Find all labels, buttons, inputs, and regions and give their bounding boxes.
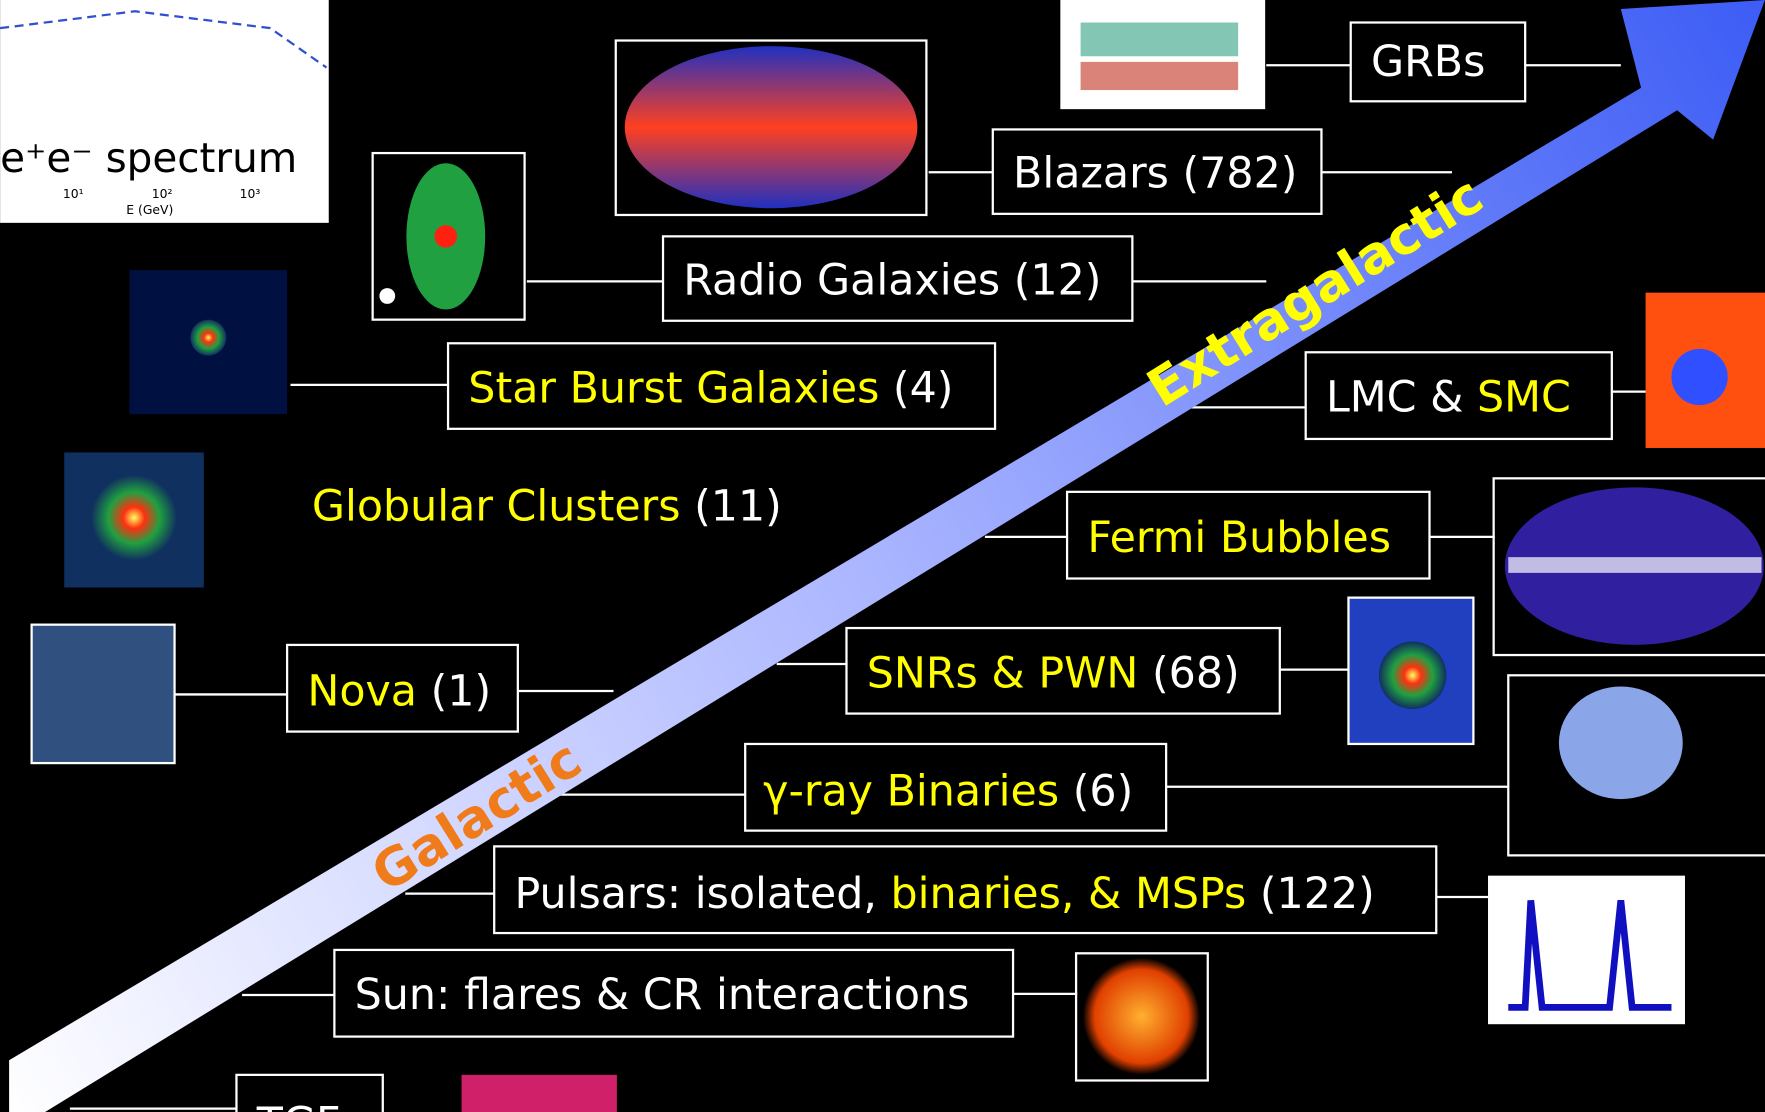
label: Radio Galaxies (12) xyxy=(683,255,1101,305)
label: Star Burst Galaxies (4) xyxy=(468,363,953,413)
label: Fermi Bubbles xyxy=(1087,513,1391,563)
texts: e⁺e⁻ spectrum 10¹ 10² 10³ E (GeV) Extrag… xyxy=(0,21,1613,1112)
label-part: Star Burst Galaxies xyxy=(468,363,879,413)
label-part: (68) xyxy=(1138,648,1239,698)
label: GRBs xyxy=(1371,37,1485,87)
label-box xyxy=(493,845,1438,935)
grb-hist xyxy=(1080,22,1239,57)
label: LMC & SMC xyxy=(1326,372,1571,422)
label-box xyxy=(991,128,1323,215)
glob-source xyxy=(91,474,177,561)
label-part: LMC & xyxy=(1326,372,1477,422)
label-part: (4) xyxy=(879,363,953,413)
label-box xyxy=(661,235,1134,322)
label-box xyxy=(744,742,1168,832)
label-box xyxy=(285,643,519,733)
sky-map xyxy=(624,46,918,209)
sky-frame xyxy=(614,39,928,217)
label: Nova (1) xyxy=(307,666,491,716)
label-part: (6) xyxy=(1059,766,1133,816)
spectrum-tick: 10¹ xyxy=(63,187,84,201)
spectrum-tick: 10² xyxy=(152,187,173,201)
snr-source xyxy=(1378,641,1447,710)
label-part: Globular Clusters xyxy=(312,481,681,531)
label-part: SMC xyxy=(1477,372,1571,422)
pulsar-curve xyxy=(1508,900,1672,1011)
label: Sun: flares & CR interactions xyxy=(355,970,970,1020)
nova-thumb xyxy=(30,623,176,765)
spectrum-panel xyxy=(0,0,329,223)
label-part: TGF xyxy=(256,1098,341,1112)
label-box xyxy=(1065,490,1431,580)
label-part: binaries, & MSPs xyxy=(891,868,1247,918)
label-part: Nova xyxy=(307,666,417,716)
label: Pulsars: isolated, binaries, & MSPs (122… xyxy=(514,868,1374,918)
label-part: γ-ray Binaries xyxy=(763,766,1059,816)
pulsar-thumb xyxy=(1488,875,1685,1025)
label: SNRs & PWN (68) xyxy=(867,648,1240,698)
label-part: GRBs xyxy=(1371,37,1485,87)
label: TGF xyxy=(256,1098,341,1112)
label-box xyxy=(446,342,997,430)
label-part: Blazars (782) xyxy=(1013,148,1297,198)
radio-core xyxy=(434,225,458,248)
label-box xyxy=(1304,351,1613,441)
connectors xyxy=(69,64,1646,1110)
label-part: Radio Galaxies (12) xyxy=(683,255,1101,305)
label-part: SNRs & PWN xyxy=(867,648,1139,698)
galactic-arrow xyxy=(9,0,1765,1112)
label: Globular Clusters (11) xyxy=(312,481,782,531)
label-part: Fermi Bubbles xyxy=(1087,513,1391,563)
tgf-thumb xyxy=(461,1074,617,1112)
lmc-source xyxy=(1671,348,1728,406)
label-box xyxy=(845,626,1281,715)
spectrum-tick: 10³ xyxy=(240,187,261,201)
sun-disk xyxy=(1082,957,1200,1075)
label-part: (122) xyxy=(1246,868,1375,918)
spectrum-xlabel: E (GeV) xyxy=(126,203,173,217)
label-part: (11) xyxy=(681,481,782,531)
grb-hist xyxy=(1080,61,1239,91)
ngc-source xyxy=(190,319,227,356)
label: γ-ray Binaries (6) xyxy=(763,766,1133,816)
bubble-plane xyxy=(1508,557,1762,573)
label: Blazars (782) xyxy=(1013,148,1297,198)
label-box xyxy=(333,948,1015,1038)
label-box xyxy=(1349,21,1527,103)
binary-disk xyxy=(1558,686,1683,800)
beam-dot xyxy=(379,288,396,304)
label-box xyxy=(235,1073,384,1112)
label-part: Pulsars: isolated, xyxy=(514,868,890,918)
spectrum-title: e⁺e⁻ spectrum xyxy=(0,134,297,182)
label-part: Sun: flares & CR interactions xyxy=(355,970,970,1020)
label-part: (1) xyxy=(417,666,491,716)
